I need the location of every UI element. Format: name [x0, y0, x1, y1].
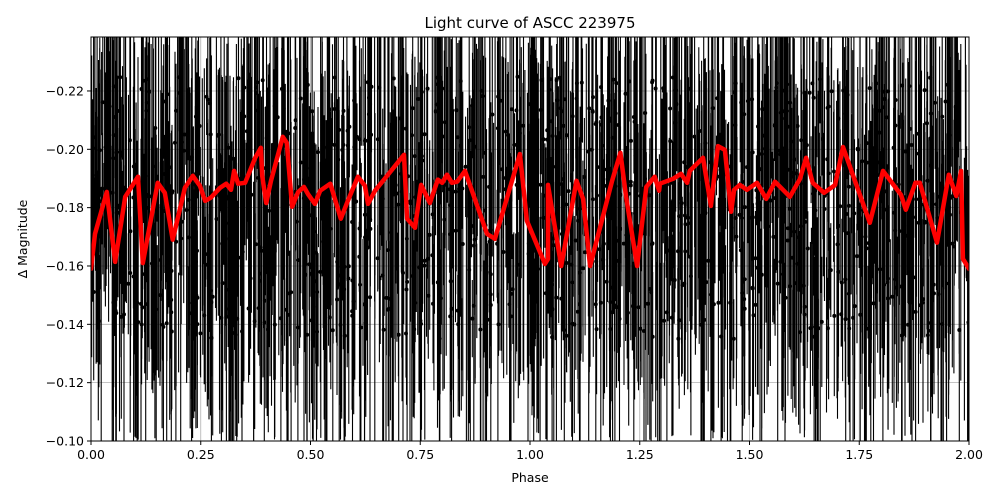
x-tick-label: 1.75: [845, 447, 873, 462]
y-tick-label: −0.12: [46, 375, 84, 390]
x-tick-label: 1.25: [626, 447, 654, 462]
x-tick-label: 1.00: [516, 447, 544, 462]
y-tick-label: −0.16: [46, 258, 84, 273]
observation-points: [91, 37, 969, 441]
chart-title: Light curve of ASCC 223975: [425, 14, 636, 32]
y-tick-label: −0.14: [46, 317, 84, 332]
x-tick-label: 0.25: [187, 447, 215, 462]
y-tick-label: −0.18: [46, 200, 84, 215]
y-axis-label: Δ Magnitude: [15, 199, 30, 278]
x-tick-label: 0.50: [297, 447, 325, 462]
data-points: [91, 74, 969, 341]
y-tick-label: −0.10: [46, 434, 84, 449]
x-tick-label: 0.75: [406, 447, 434, 462]
x-axis-label: Phase: [511, 470, 549, 485]
x-tick-label: 2.00: [955, 447, 983, 462]
y-tick-label: −0.20: [46, 142, 84, 157]
x-axis: 0.00 0.25 0.50 0.75 1.00 1.25 1.50 1.75 2.00: [77, 441, 983, 462]
model-curve: [91, 134, 969, 272]
x-tick-label: 1.50: [736, 447, 764, 462]
y-axis: −0.10 −0.12 −0.14 −0.16 −0.18 −0.20 −0.22: [46, 83, 91, 449]
x-tick-label: 0.00: [77, 447, 105, 462]
y-tick-label: −0.22: [46, 83, 84, 98]
